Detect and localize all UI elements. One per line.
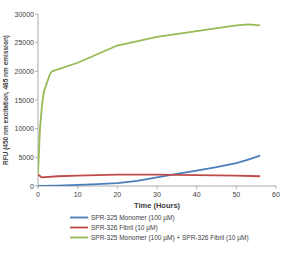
x-tick <box>38 186 39 189</box>
y-axis-label: RFU (450 nm excitation, 485 nm emission) <box>2 35 10 165</box>
y-tick-label: 5000 <box>18 154 34 161</box>
x-axis-label: Time (Hours) <box>134 201 181 210</box>
x-tick-label: 50 <box>232 191 240 198</box>
legend-swatch <box>70 237 88 239</box>
x-tick-label: 10 <box>74 191 82 198</box>
legend-label: SPR-325 Monomer (100 µM) <box>91 214 175 222</box>
legend-label: SPR-326 Fibril (10 µM) <box>91 224 158 232</box>
x-tick-label: 20 <box>113 191 121 198</box>
legend-swatch <box>70 227 88 229</box>
y-tick-label: 0 <box>30 183 34 190</box>
y-tick-label: 10000 <box>15 125 35 132</box>
y-tick-label: 25000 <box>15 39 35 46</box>
x-tick <box>276 186 277 189</box>
x-tick <box>196 186 197 189</box>
x-tick <box>117 186 118 189</box>
x-tick-label: 40 <box>193 191 201 198</box>
legend-label: SPR-325 Monomer (100 µM) + SPR-326 Fibri… <box>91 234 249 242</box>
y-tick <box>35 128 38 129</box>
chart: 0 5000 10000 15000 20000 25000 30000 0 10 20 30 40 5… <box>0 0 300 253</box>
y-tick <box>35 157 38 158</box>
y-tick-label: 30000 <box>15 11 35 18</box>
legend-swatch <box>70 217 88 219</box>
series-line <box>38 24 260 174</box>
y-tick <box>35 186 38 187</box>
x-tick <box>236 186 237 189</box>
x-tick <box>157 186 158 189</box>
x-tick-label: 60 <box>272 191 280 198</box>
y-tick <box>35 100 38 101</box>
y-tick-label: 15000 <box>15 97 35 104</box>
x-tick-label: 0 <box>36 191 40 198</box>
y-tick <box>35 14 38 15</box>
y-tick-label: 20000 <box>15 68 35 75</box>
series-line <box>38 156 260 186</box>
y-tick <box>35 71 38 72</box>
y-tick <box>35 42 38 43</box>
x-tick <box>77 186 78 189</box>
series-line <box>38 175 260 178</box>
plot-area <box>38 24 260 186</box>
x-tick-label: 30 <box>153 191 161 198</box>
